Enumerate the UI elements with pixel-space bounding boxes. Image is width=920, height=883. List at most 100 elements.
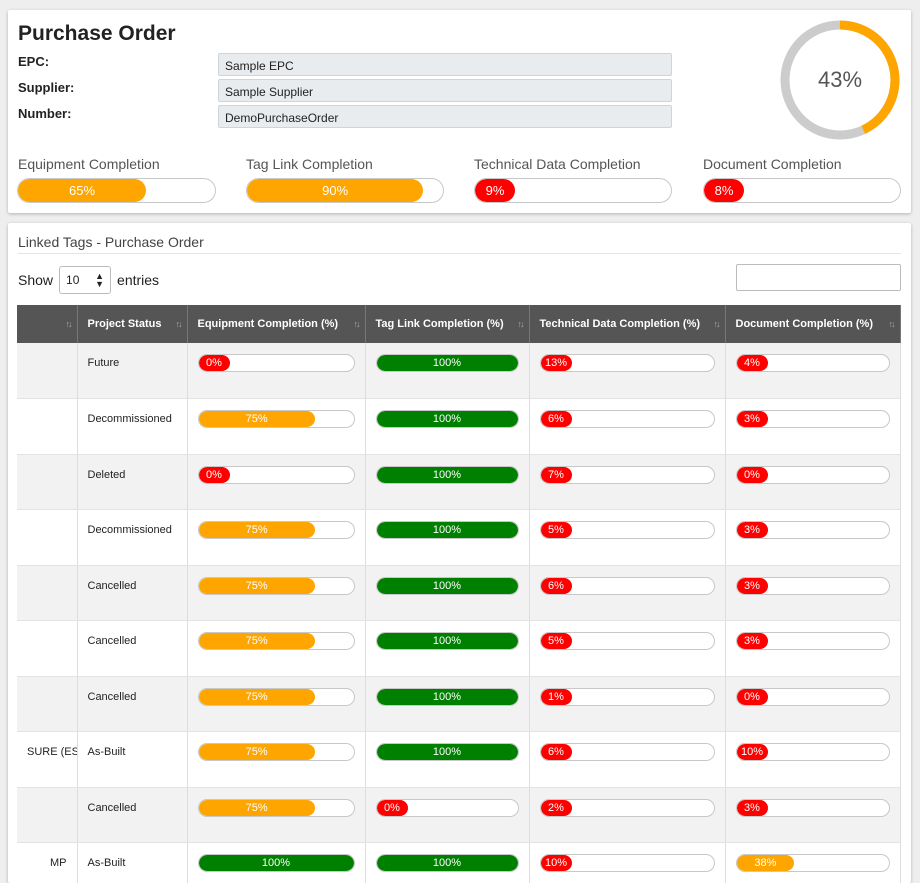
tag-link-completion-progress-fill: 100% <box>377 855 518 871</box>
sort-icon: ↑↓ <box>354 319 359 329</box>
sort-icon: ↑↓ <box>176 319 181 329</box>
table-row[interactable]: Cancelled 75% 0% 2% 3% <box>17 787 900 843</box>
document-completion-cell: 3% <box>725 510 900 566</box>
equipment-completion-progress-fill: 75% <box>199 744 315 760</box>
technical-data-completion-cell: 1% <box>529 676 725 732</box>
column-header-equipment-completion[interactable]: Equipment Completion (%)↑↓ <box>187 305 365 343</box>
document-completion-progress-bar: 3% <box>736 521 890 539</box>
column-header-technical-data-completion[interactable]: Technical Data Completion (%)↑↓ <box>529 305 725 343</box>
document-completion-progress-bar: 3% <box>736 632 890 650</box>
technical-data-completion-cell: 6% <box>529 399 725 455</box>
technical-data-completion-progress-bar: 6% <box>540 410 715 428</box>
equipment-completion-progress-fill: 75% <box>199 411 315 427</box>
tag-link-completion-progress-bar: 100% <box>376 354 519 372</box>
tag-link-completion-progress-bar: 100% <box>376 688 519 706</box>
technical-data-completion-progress-bar: 7% <box>540 466 715 484</box>
column-header-document-completion[interactable]: Document Completion (%)↑↓ <box>725 305 900 343</box>
document-completion-progress-bar: 0% <box>736 466 890 484</box>
technical-data-completion-progress-fill: 13% <box>541 355 572 371</box>
equipment-completion-progress-fill: 75% <box>199 689 315 705</box>
tag-link-completion-progress-bar: 100% <box>376 466 519 484</box>
technical-data-completion-progress-bar: 5% <box>540 632 715 650</box>
number-label: Number: <box>18 106 71 121</box>
tag-link-completion-fill: 90% <box>247 179 423 202</box>
technical-data-completion-cell: 2% <box>529 787 725 843</box>
project-status-cell: Cancelled <box>77 676 187 732</box>
technical-data-completion-cell: 5% <box>529 621 725 677</box>
tag-link-completion-cell: 100% <box>365 732 529 788</box>
equipment-completion-fill: 65% <box>18 179 146 202</box>
equipment-completion-bar: 65% <box>17 178 216 203</box>
tag-link-completion-progress-fill: 100% <box>377 411 518 427</box>
tag-link-completion-cell: 0% <box>365 787 529 843</box>
project-status-cell: As-Built <box>77 732 187 788</box>
technical-data-completion-progress-bar: 2% <box>540 799 715 817</box>
technical-data-completion-progress-fill: 7% <box>541 467 572 483</box>
tag-link-completion-progress-bar: 100% <box>376 632 519 650</box>
column-header-project-status[interactable]: Project Status↑↓ <box>77 305 187 343</box>
tag-link-completion-progress-fill: 100% <box>377 522 518 538</box>
project-status-cell: Cancelled <box>77 565 187 621</box>
equipment-completion-progress-fill: 0% <box>199 467 230 483</box>
supplier-label: Supplier: <box>18 80 74 95</box>
equipment-completion-progress-bar: 0% <box>198 466 355 484</box>
section-divider <box>18 253 901 254</box>
equipment-completion-progress-bar: 75% <box>198 632 355 650</box>
technical-data-completion-bar: 9% <box>474 178 672 203</box>
tag-link-completion-cell: 100% <box>365 676 529 732</box>
tag-link-completion-progress-bar: 100% <box>376 410 519 428</box>
equipment-completion-cell: 75% <box>187 732 365 788</box>
equipment-completion-progress-fill: 0% <box>199 355 230 371</box>
document-completion-progress-fill: 3% <box>737 522 768 538</box>
sort-icon: ↑↓ <box>518 319 523 329</box>
page-title: Purchase Order <box>18 22 176 46</box>
number-field: DemoPurchaseOrder <box>218 105 672 128</box>
entries-select[interactable]: 10 ▲▼ <box>59 266 111 294</box>
technical-data-completion-progress-fill: 5% <box>541 522 572 538</box>
equipment-completion-progress-fill: 75% <box>199 800 315 816</box>
document-completion-fill: 8% <box>704 179 744 202</box>
tag-link-completion-progress-bar: 100% <box>376 743 519 761</box>
epc-label: EPC: <box>18 54 49 69</box>
equipment-completion-progress-bar: 75% <box>198 521 355 539</box>
column-header-tag[interactable]: ↑↓ <box>17 305 77 343</box>
technical-data-completion-progress-bar: 10% <box>540 854 715 872</box>
document-completion-progress-fill: 3% <box>737 800 768 816</box>
equipment-completion-cell: 75% <box>187 621 365 677</box>
equipment-completion-label: Equipment Completion <box>18 156 160 172</box>
tag-link-completion-progress-fill: 100% <box>377 633 518 649</box>
entries-label: entries <box>117 272 159 288</box>
equipment-completion-progress-fill: 100% <box>199 855 354 871</box>
column-header-tag-link-completion[interactable]: Tag Link Completion (%)↑↓ <box>365 305 529 343</box>
sort-icon: ↑↓ <box>889 319 894 329</box>
tag-cell <box>17 676 77 732</box>
document-completion-progress-bar: 38% <box>736 854 890 872</box>
table-row[interactable]: Decommissioned 75% 100% 5% 3% <box>17 510 900 566</box>
document-completion-cell: 3% <box>725 565 900 621</box>
table-header-row: ↑↓ Project Status↑↓ Equipment Completion… <box>17 305 900 343</box>
document-completion-label: Document Completion <box>703 156 842 172</box>
tag-cell <box>17 565 77 621</box>
equipment-completion-progress-bar: 75% <box>198 688 355 706</box>
document-completion-cell: 4% <box>725 343 900 399</box>
project-status-cell: Cancelled <box>77 787 187 843</box>
equipment-completion-progress-bar: 75% <box>198 410 355 428</box>
entries-select-value: 10 <box>66 273 79 287</box>
technical-data-completion-progress-fill: 2% <box>541 800 572 816</box>
search-input[interactable] <box>736 264 901 291</box>
project-status-cell: Decommissioned <box>77 510 187 566</box>
equipment-completion-cell: 75% <box>187 510 365 566</box>
technical-data-completion-cell: 6% <box>529 565 725 621</box>
tag-cell <box>17 510 77 566</box>
technical-data-completion-cell: 13% <box>529 343 725 399</box>
tag-link-completion-cell: 100% <box>365 621 529 677</box>
linked-tags-table: ↑↓ Project Status↑↓ Equipment Completion… <box>17 305 901 883</box>
tag-link-completion-bar: 90% <box>246 178 444 203</box>
